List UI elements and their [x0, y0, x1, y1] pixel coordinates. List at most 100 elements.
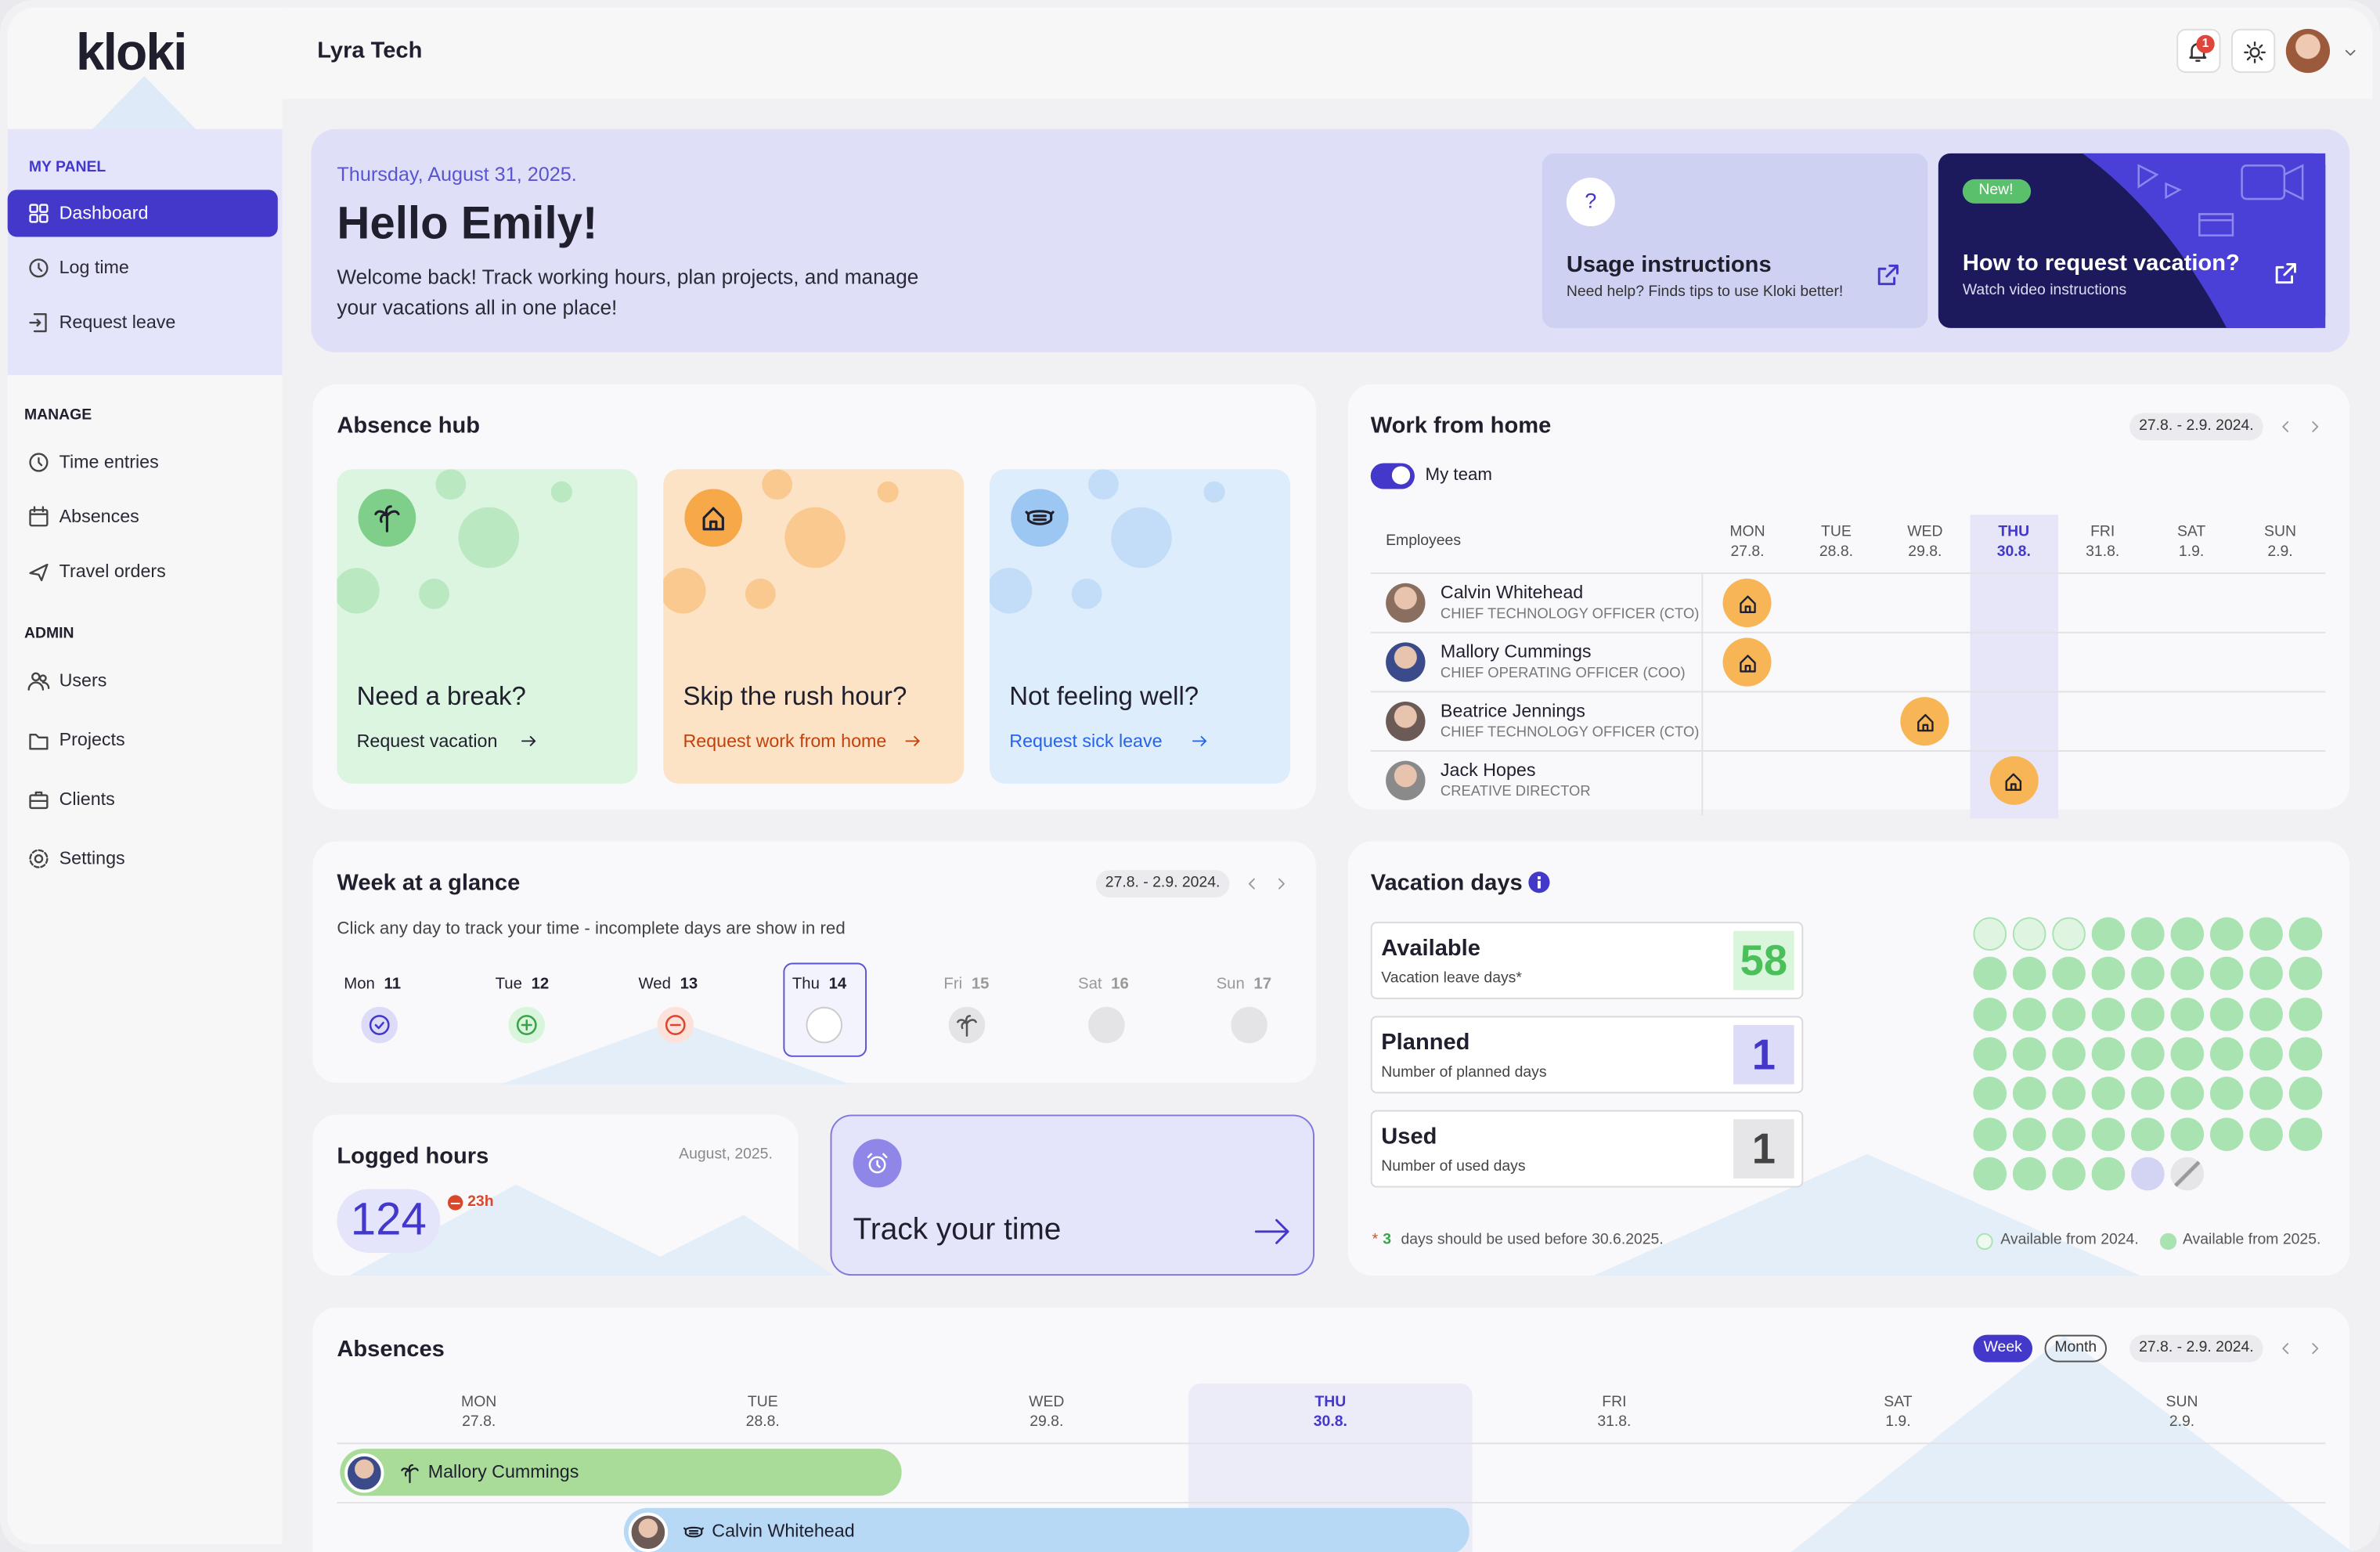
employee-name: Mallory Cummings: [1440, 640, 1592, 662]
day-name[interactable]: Sat: [1077, 974, 1102, 993]
day-number[interactable]: 14: [828, 974, 847, 993]
day-number[interactable]: 13: [680, 974, 698, 993]
usage-card[interactable]: [1542, 153, 1928, 328]
hub-card[interactable]: Not feeling well? Request sick leave: [990, 469, 1290, 784]
absence-type-icon: [683, 1525, 705, 1537]
icon-part: [374, 1021, 384, 1030]
day-label: TUE: [1821, 524, 1852, 541]
day-name[interactable]: Wed: [638, 974, 671, 993]
icon-part: [31, 671, 40, 681]
vacation-dot: [2131, 957, 2165, 991]
vacation-dot: [2052, 1117, 2086, 1151]
help-icon: ?: [1585, 188, 1597, 213]
icon-part: [369, 1015, 390, 1035]
icon-part: [1917, 713, 1934, 731]
vacation-dot: [2170, 1157, 2205, 1191]
track-card[interactable]: [830, 1114, 1314, 1276]
promo-title: How to request vacation?: [1962, 250, 2240, 276]
icon-part: [957, 1015, 977, 1037]
vacation-dot: [2170, 957, 2205, 991]
absence-name: Mallory Cummings: [427, 1460, 579, 1482]
icon-part: [1192, 735, 1208, 747]
nav-item[interactable]: Projects: [59, 728, 125, 750]
day-number[interactable]: 16: [1111, 974, 1129, 993]
employee-avatar: [1386, 701, 1426, 742]
employee-avatar: [1386, 642, 1426, 682]
card-title: Work from home: [1370, 412, 1552, 439]
hub-icon: [1025, 510, 1055, 525]
icon-part: [28, 508, 48, 526]
stat-box: [1370, 1016, 1804, 1094]
note-mark: *: [1372, 1231, 1379, 1249]
greeting: Hello Emily!: [337, 199, 598, 250]
vacation-dot: [1973, 957, 2007, 991]
absence-bar[interactable]: [623, 1507, 1469, 1552]
avatar[interactable]: [2285, 28, 2331, 74]
icon-part: [2243, 41, 2265, 63]
vacation-dot: [2209, 917, 2244, 951]
nav-item[interactable]: Request leave: [59, 310, 176, 332]
day-name[interactable]: Tue: [495, 974, 522, 993]
nav-item[interactable]: Dashboard: [59, 201, 149, 223]
video-deco: [2082, 153, 2326, 328]
day-name[interactable]: Thu: [792, 974, 820, 993]
card-title: Week at a glance: [337, 869, 521, 896]
absence-avatar: [628, 1511, 669, 1552]
icon-part: [28, 203, 38, 212]
vacation-dot: [2209, 997, 2244, 1031]
bubble: [745, 578, 776, 609]
day-number[interactable]: 15: [971, 974, 990, 993]
date-range[interactable]: 27.8. - 2.9. 2024.: [2139, 1339, 2254, 1356]
hub-card[interactable]: Skip the rush hour? Request work from hom…: [663, 469, 965, 784]
date-range[interactable]: 27.8. - 2.9. 2024.: [2139, 417, 2254, 435]
vacation-dot: [2170, 997, 2205, 1031]
day-number[interactable]: 11: [384, 974, 402, 993]
status-icon: [369, 1015, 390, 1035]
next-button: [1278, 878, 1285, 890]
view-label[interactable]: Week: [1983, 1339, 2022, 1356]
stat-sub: Number of planned days: [1381, 1064, 1547, 1081]
bell-button[interactable]: [2176, 28, 2221, 74]
sun-icon: [2243, 41, 2265, 63]
nav-item[interactable]: Settings: [59, 846, 125, 868]
nav-item[interactable]: Clients: [59, 787, 115, 809]
theme-button[interactable]: [2231, 28, 2276, 74]
date: Thursday, August 31, 2025.: [337, 162, 577, 186]
hub-link[interactable]: Request work from home: [683, 730, 887, 752]
day-name[interactable]: Fri: [943, 974, 963, 993]
vacation-dot: [2209, 957, 2244, 991]
nav-item[interactable]: Log time: [59, 255, 129, 278]
day-name[interactable]: Mon: [344, 974, 375, 993]
icon-part: [28, 790, 48, 802]
badge-text: New!: [1978, 182, 2014, 200]
stat-label: Used: [1381, 1123, 1437, 1150]
icon-part: [2282, 420, 2289, 432]
absence-bar[interactable]: [340, 1449, 902, 1496]
vacation-dot: [2091, 1077, 2126, 1111]
hub-link[interactable]: Request vacation: [356, 730, 498, 752]
legend-label: Available from 2025.: [2182, 1231, 2321, 1249]
nav-item[interactable]: Travel orders: [59, 559, 166, 581]
hub-card[interactable]: Need a break? Request vacation: [337, 469, 638, 784]
nav-active[interactable]: [7, 189, 278, 237]
view-label[interactable]: Month: [2054, 1339, 2097, 1356]
vacation-dot: [2131, 1077, 2165, 1111]
day-number[interactable]: 12: [531, 974, 550, 993]
icon-part: [2137, 164, 2304, 236]
hub-link[interactable]: Request sick leave: [1009, 730, 1163, 752]
view-toggle[interactable]: [2044, 1334, 2108, 1363]
nav-icon: [28, 790, 48, 809]
date-label: 31.8.: [1597, 1413, 1632, 1431]
date-range[interactable]: 27.8. - 2.9. 2024.: [1105, 875, 1221, 892]
nav-item[interactable]: Absences: [59, 505, 139, 527]
logged-deco: [348, 1184, 835, 1276]
view-toggle[interactable]: [1973, 1334, 2033, 1363]
day-name[interactable]: Sun: [1216, 974, 1245, 993]
nav-item[interactable]: Time entries: [59, 450, 159, 472]
nav-item[interactable]: Users: [59, 669, 107, 691]
vacation-dot: [2012, 1157, 2046, 1191]
day-number[interactable]: 17: [1253, 974, 1272, 993]
icon-part: [28, 848, 48, 868]
icon-part: [1739, 654, 1756, 672]
vacation-dot: [2249, 957, 2283, 991]
